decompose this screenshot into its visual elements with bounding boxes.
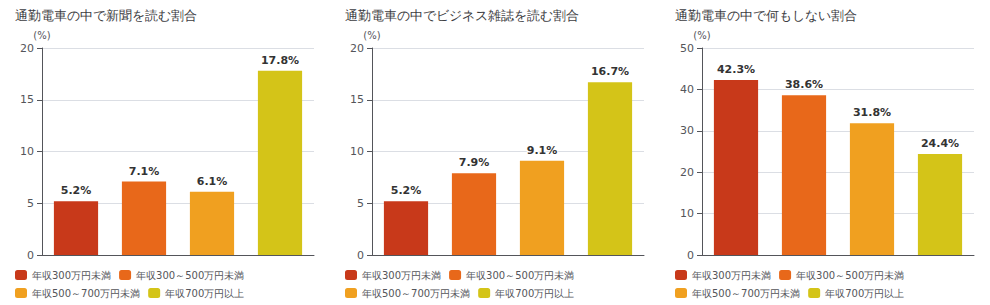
svg-text:5.2%: 5.2% [61,184,92,197]
svg-text:年収300～500万円未満: 年収300～500万円未満 [796,270,904,281]
svg-text:7.9%: 7.9% [459,156,490,169]
svg-text:年収700万円以上: 年収700万円以上 [165,288,244,299]
svg-text:年収300万円未満: 年収300万円未満 [362,270,441,281]
svg-text:通勤電車の中でビジネス雑誌を読む割合: 通勤電車の中でビジネス雑誌を読む割合 [345,8,579,23]
svg-text:24.4%: 24.4% [921,137,959,150]
svg-text:0: 0 [687,249,694,262]
svg-text:50: 50 [680,42,694,55]
svg-text:5: 5 [27,197,34,210]
svg-text:年収500～700万円未満: 年収500～700万円未満 [692,288,800,299]
svg-text:15: 15 [350,93,364,106]
svg-text:年収300～500万円未満: 年収300～500万円未満 [466,270,574,281]
svg-text:0: 0 [27,249,34,262]
svg-text:5: 5 [357,197,364,210]
svg-text:10: 10 [20,145,34,158]
svg-text:17.8%: 17.8% [261,54,299,67]
svg-text:年収300万円未満: 年収300万円未満 [692,270,771,281]
svg-text:年収500～700万円未満: 年収500～700万円未満 [362,288,470,299]
svg-text:10: 10 [680,207,694,220]
svg-text:42.3%: 42.3% [717,63,755,76]
svg-text:38.6%: 38.6% [785,78,823,91]
svg-text:(%): (%) [693,30,710,41]
svg-text:5.2%: 5.2% [391,184,422,197]
svg-text:(%): (%) [33,30,50,41]
svg-text:31.8%: 31.8% [853,106,891,119]
svg-text:40: 40 [680,83,694,96]
svg-text:年収300～500万円未満: 年収300～500万円未満 [136,270,244,281]
svg-text:20: 20 [20,42,34,55]
svg-text:通勤電車の中で新聞を読む割合: 通勤電車の中で新聞を読む割合 [15,8,197,23]
svg-text:0: 0 [357,249,364,262]
svg-text:通勤電車の中で何もしない割合: 通勤電車の中で何もしない割合 [675,8,857,23]
svg-text:16.7%: 16.7% [591,65,629,78]
svg-text:20: 20 [680,166,694,179]
svg-text:年収500～700万円未満: 年収500～700万円未満 [32,288,140,299]
svg-text:20: 20 [350,42,364,55]
svg-text:年収300万円未満: 年収300万円未満 [32,270,111,281]
svg-text:9.1%: 9.1% [527,144,558,157]
svg-text:10: 10 [350,145,364,158]
svg-text:6.1%: 6.1% [197,175,228,188]
svg-text:年収700万円以上: 年収700万円以上 [495,288,574,299]
svg-text:30: 30 [680,124,694,137]
svg-text:(%): (%) [363,30,380,41]
svg-text:15: 15 [20,93,34,106]
svg-text:年収700万円以上: 年収700万円以上 [825,288,904,299]
svg-text:7.1%: 7.1% [129,165,160,178]
